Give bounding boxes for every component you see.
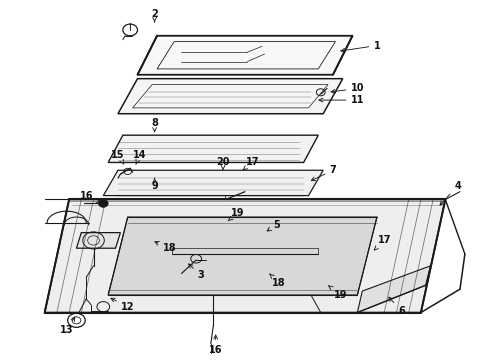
Text: 1: 1: [341, 41, 380, 52]
Text: 4: 4: [440, 181, 461, 205]
Text: 12: 12: [111, 298, 134, 312]
Polygon shape: [357, 266, 431, 312]
Text: 13: 13: [60, 317, 75, 335]
Text: 15: 15: [111, 150, 125, 164]
Polygon shape: [118, 78, 343, 114]
Text: 10: 10: [331, 84, 364, 93]
Circle shape: [98, 199, 108, 207]
Text: 7: 7: [311, 165, 336, 181]
Text: 14: 14: [133, 150, 147, 165]
Text: 9: 9: [151, 178, 158, 191]
Polygon shape: [45, 199, 445, 312]
Text: 19: 19: [329, 286, 347, 300]
Polygon shape: [108, 135, 319, 162]
Polygon shape: [103, 170, 323, 195]
Polygon shape: [108, 217, 377, 295]
Text: 20: 20: [216, 157, 230, 170]
Text: 6: 6: [389, 297, 405, 316]
Text: 18: 18: [270, 274, 286, 288]
Text: 16: 16: [79, 190, 100, 202]
Text: 8: 8: [151, 118, 158, 132]
Text: 17: 17: [243, 157, 259, 170]
Text: 19: 19: [228, 208, 245, 221]
Text: 3: 3: [189, 264, 204, 280]
Text: 16: 16: [209, 335, 222, 355]
Polygon shape: [138, 36, 352, 75]
Text: 17: 17: [374, 235, 391, 250]
Text: 11: 11: [319, 95, 364, 105]
Text: 5: 5: [267, 220, 280, 231]
Text: 2: 2: [151, 9, 158, 22]
Polygon shape: [76, 233, 121, 248]
Text: 18: 18: [155, 242, 176, 253]
